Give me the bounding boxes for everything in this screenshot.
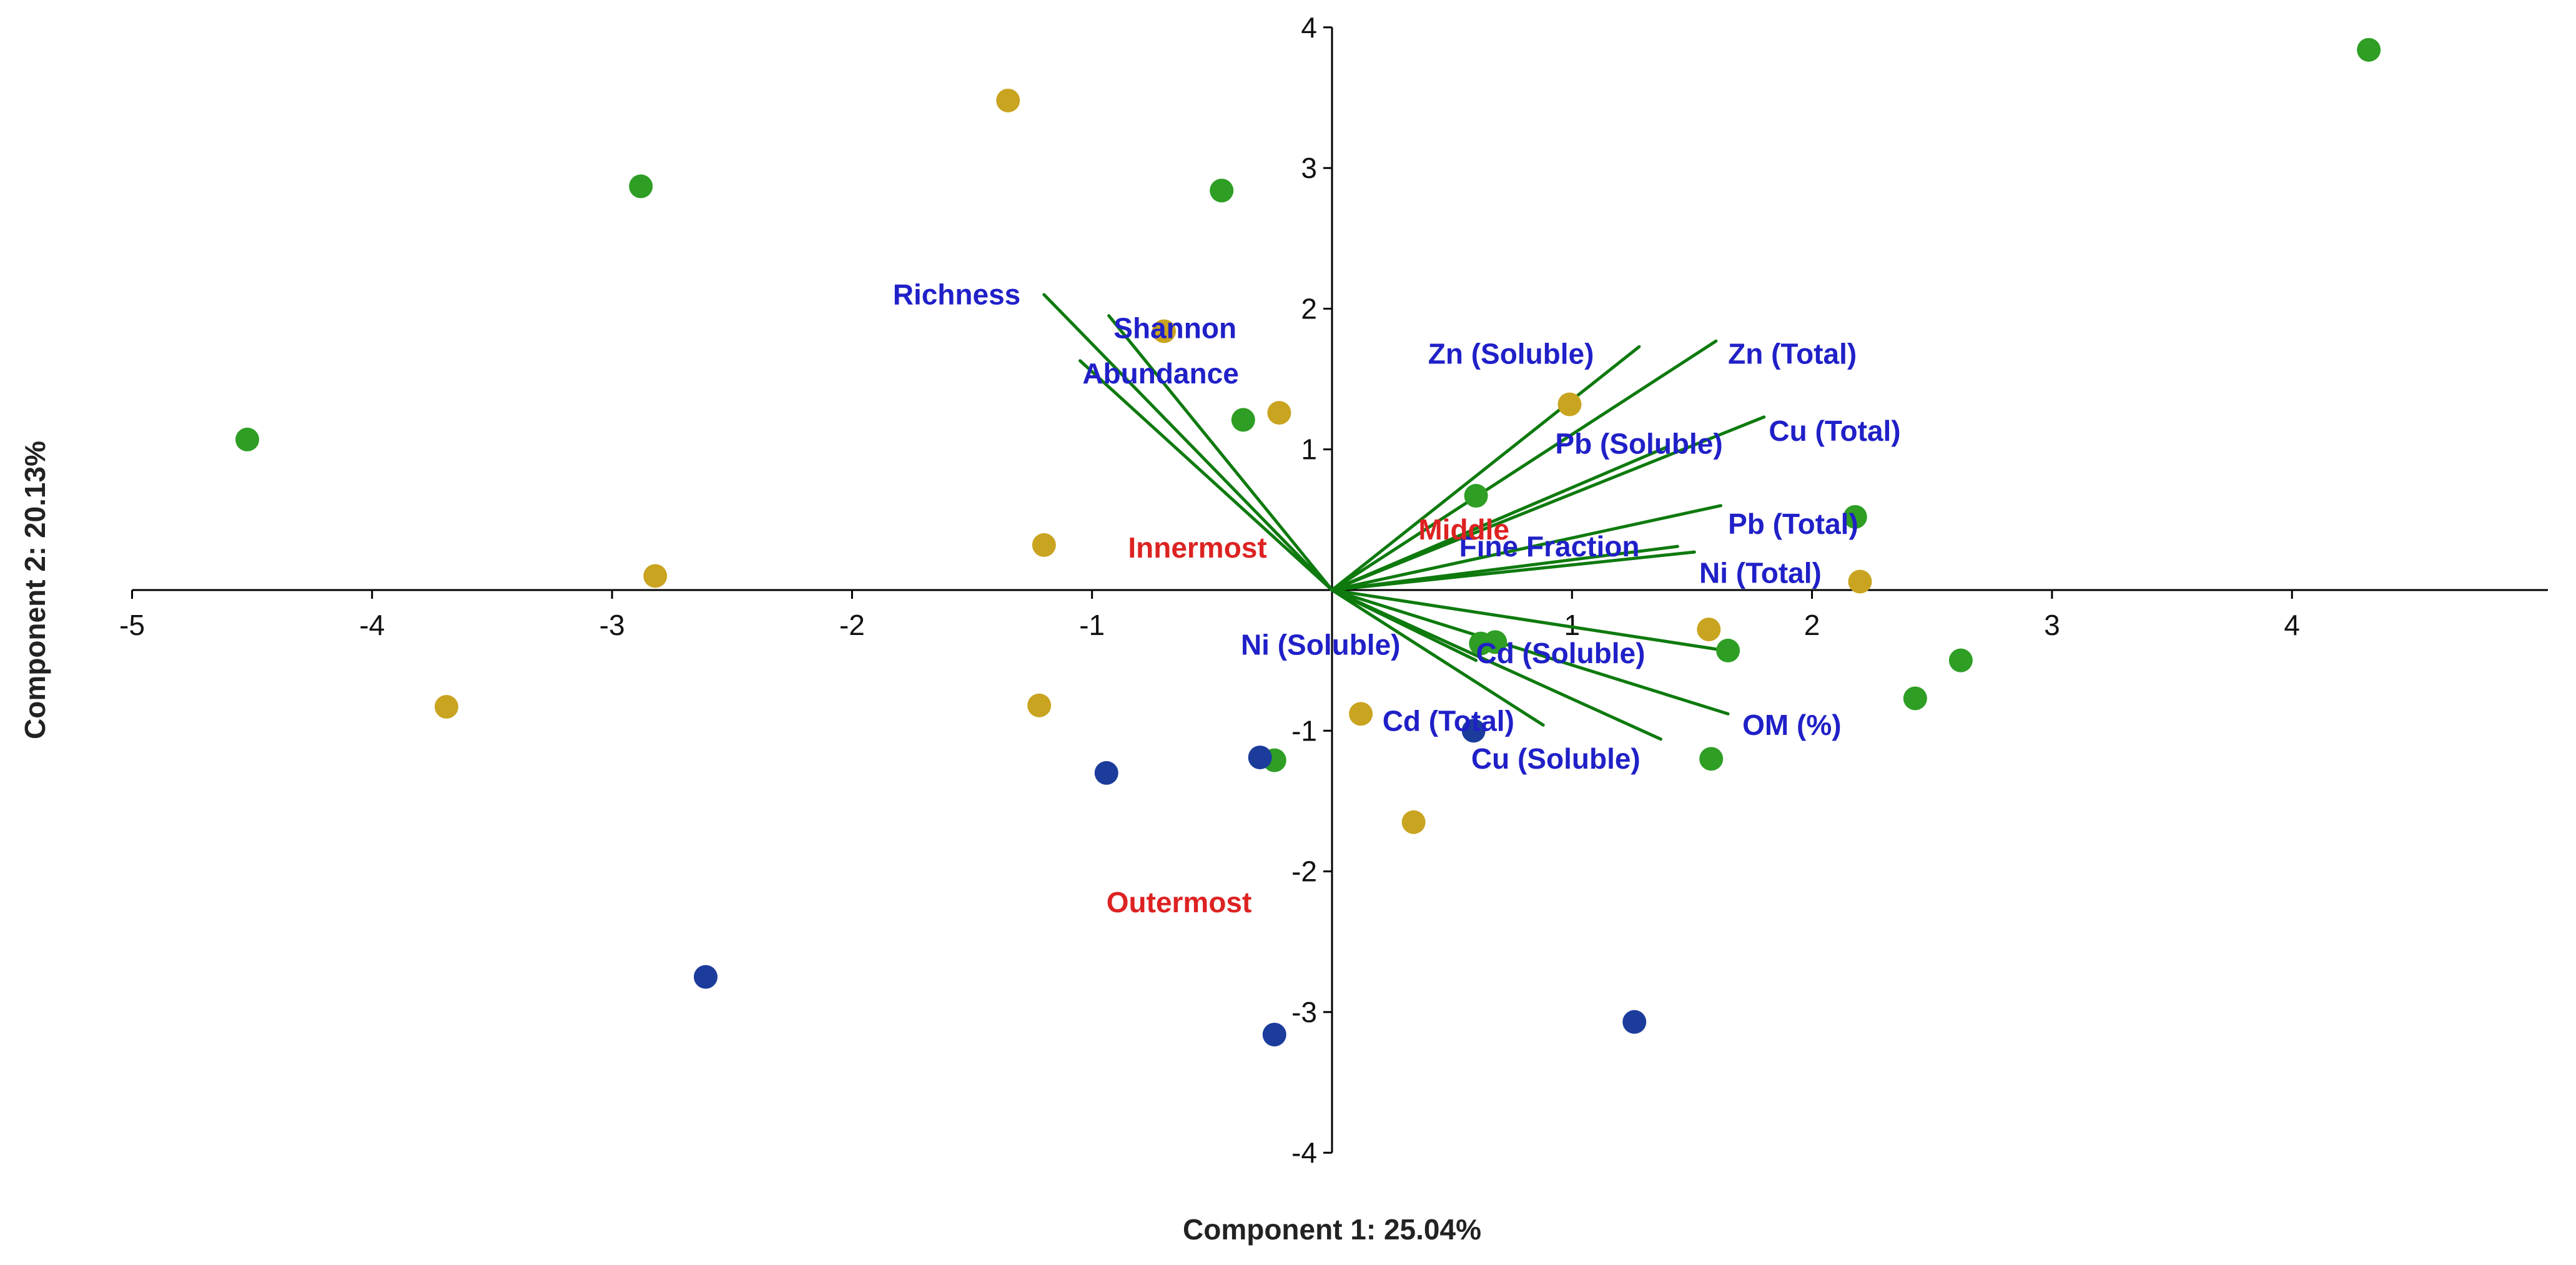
point-gold [1152, 319, 1176, 343]
variable-label: Abundance [1082, 357, 1238, 390]
variable-label: Richness [893, 278, 1021, 311]
variable-label: Zn (Total) [1728, 337, 1857, 370]
vector-richness [1042, 293, 1334, 592]
vector-zn-soluble [1330, 345, 1641, 592]
point-gold [434, 694, 458, 719]
x-ticks: -5 -4 -3 -2 -1 1 2 3 4 [119, 590, 2300, 641]
point-green [1699, 747, 1724, 771]
point-green [235, 427, 259, 451]
point-green [1464, 484, 1488, 508]
x-tick-label: 4 [2284, 609, 2300, 641]
point-green [1903, 686, 1927, 711]
y-tick-label: 3 [1301, 152, 1317, 184]
point-blue [1248, 746, 1272, 770]
point-gold [1848, 569, 1872, 594]
point-green [1483, 630, 1508, 654]
variable-label: OM (%) [1742, 709, 1841, 741]
y-tick-label: 4 [1301, 11, 1317, 44]
y-tick-label: -2 [1291, 855, 1317, 888]
axes: -5 -4 -3 -2 -1 1 2 3 4 -4 -3 -2 -1 1 2 3 4 [119, 11, 2548, 1169]
y-axis-title: Component 2: 20.13% [19, 441, 51, 739]
variable-label: Shannon [1113, 312, 1236, 345]
vector-cd-total [1330, 588, 1545, 727]
variable-label: Cu (Total) [1769, 415, 1900, 447]
vector-shannon [1107, 314, 1334, 592]
variable-label: Cd (Total) [1383, 704, 1514, 737]
x-tick-label: -1 [1079, 609, 1105, 641]
variable-label: Ni (Total) [1699, 557, 1822, 589]
x-tick-label: 2 [1804, 609, 1820, 641]
point-green [1231, 408, 1255, 432]
point-gold [1697, 618, 1721, 642]
point-gold [643, 564, 668, 588]
variable-label: Cu (Soluble) [1471, 742, 1641, 775]
vector-om [1330, 588, 1730, 716]
loading-vectors [1042, 293, 1766, 741]
point-green [2357, 37, 2381, 62]
point-blue [1262, 1022, 1286, 1046]
point-green [1948, 648, 1973, 672]
point-blue [693, 965, 718, 989]
point-gold [996, 88, 1020, 112]
x-tick-label: -4 [359, 609, 385, 641]
point-blue [1094, 760, 1118, 785]
x-tick-label: -3 [600, 609, 625, 641]
point-gold [1032, 533, 1056, 557]
variable-label: Cd (Soluble) [1476, 637, 1646, 669]
x-axis-title: Component 1: 25.04% [1183, 1213, 1481, 1246]
variable-label: Pb (Soluble) [1555, 427, 1722, 460]
vector-cd-soluble [1330, 588, 1718, 651]
variable-labels: Richness Shannon Abundance Zn (Soluble) Zn (… [893, 278, 1901, 775]
vector-abundance [1078, 359, 1334, 592]
vector-ni-total [1330, 550, 1696, 592]
x-tick-label: -5 [119, 609, 145, 641]
point-green [1716, 638, 1740, 662]
vector-zn-total [1330, 339, 1718, 592]
point-gold [1401, 810, 1426, 834]
point-green [629, 174, 653, 199]
variable-label: Ni (Soluble) [1241, 629, 1401, 661]
group-labels: Innermost Middle Outermost [1107, 513, 1509, 918]
group-label: Innermost [1128, 531, 1266, 564]
sample-points [235, 37, 2381, 1046]
point-gold [1349, 702, 1373, 726]
point-gold [1557, 392, 1582, 416]
vector-cu-total [1330, 415, 1766, 592]
point-green [1843, 505, 1867, 529]
point-blue [1622, 1010, 1647, 1034]
vector-pb-total [1330, 504, 1723, 592]
y-tick-label: -4 [1291, 1136, 1317, 1169]
point-gold [1027, 693, 1052, 717]
group-label: Middle [1418, 513, 1509, 546]
y-ticks: -4 -3 -2 -1 1 2 3 4 [1291, 11, 1332, 1169]
x-tick-label: -2 [839, 609, 865, 641]
vector-ni-soluble [1330, 588, 1478, 662]
vector-pb-soluble [1330, 445, 1670, 592]
y-tick-label: 2 [1301, 292, 1317, 325]
point-blue [1461, 719, 1486, 743]
y-tick-label: 1 [1301, 433, 1317, 466]
variable-label: Zn (Soluble) [1428, 337, 1594, 370]
group-label: Outermost [1107, 886, 1252, 918]
point-green [1210, 179, 1234, 203]
x-tick-label: 3 [2044, 609, 2060, 641]
y-tick-label: -1 [1291, 714, 1317, 747]
vector-cu-soluble [1330, 588, 1662, 741]
variable-label: Pb (Total) [1728, 508, 1858, 540]
variable-label: Fine Fraction [1459, 530, 1640, 563]
y-tick-label: -3 [1291, 996, 1317, 1028]
point-gold [1267, 401, 1291, 425]
